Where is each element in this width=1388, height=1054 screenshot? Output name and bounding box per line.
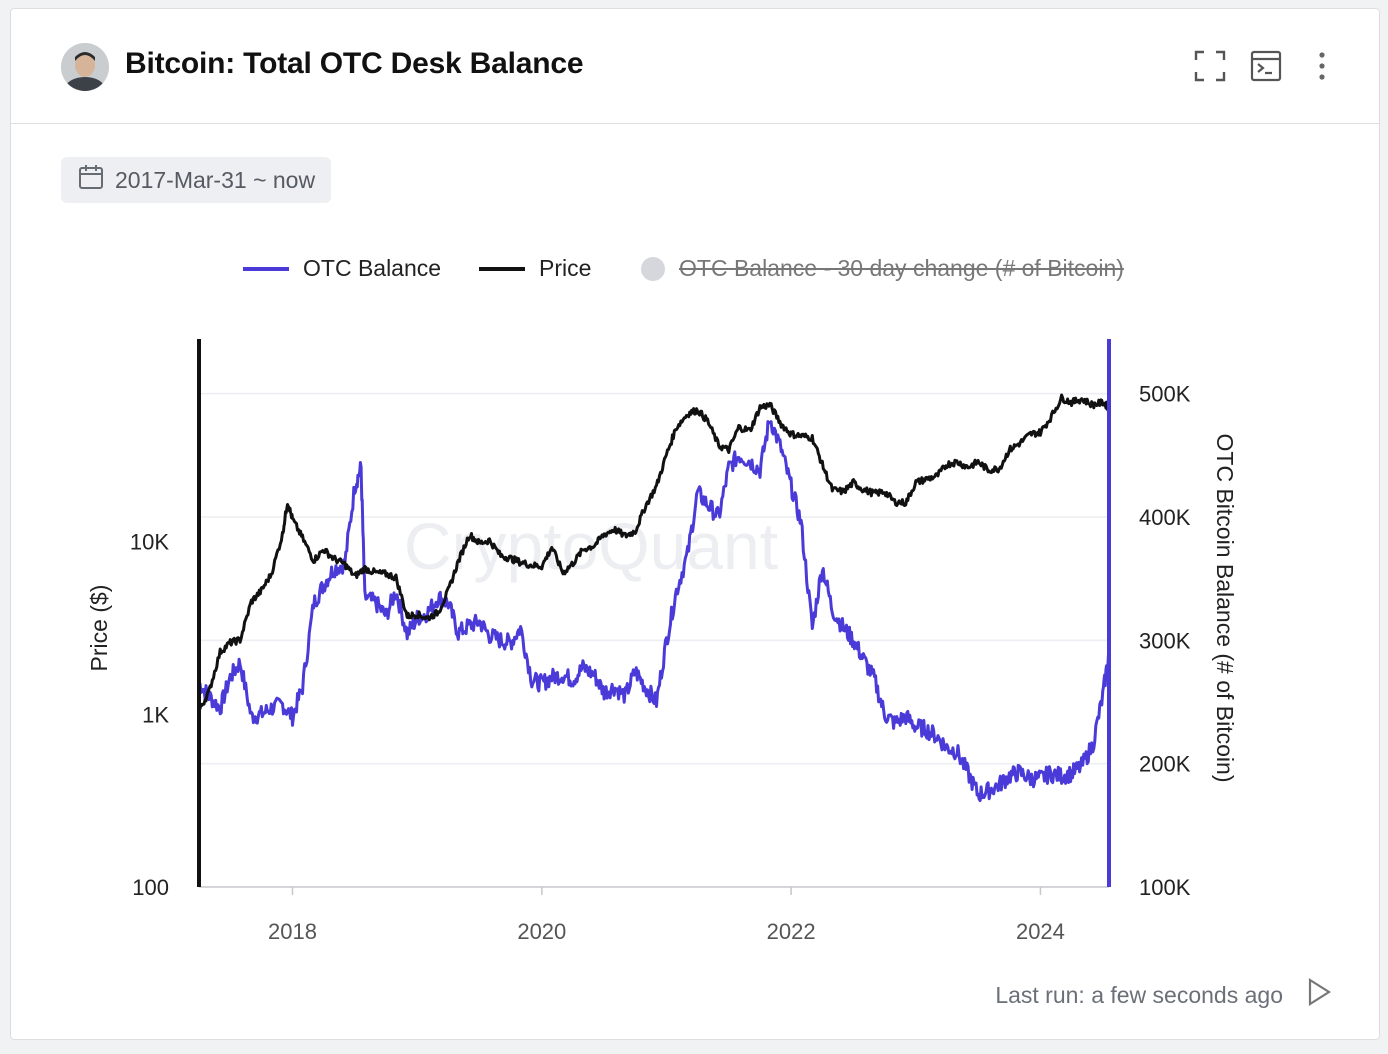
x-axis-tick-label: 2022: [767, 919, 816, 944]
right-axis-tick-label: 300K: [1139, 628, 1191, 653]
fullscreen-icon[interactable]: [1193, 49, 1227, 83]
legend-label-price: Price: [539, 255, 592, 281]
right-axis-tick-label: 100K: [1139, 875, 1191, 900]
more-options-icon[interactable]: [1305, 49, 1339, 83]
page-title: Bitcoin: Total OTC Desk Balance: [125, 47, 584, 80]
right-axis-tick-label: 500K: [1139, 382, 1191, 407]
last-run-text: Last run: a few seconds ago: [995, 981, 1283, 1008]
axes: [197, 339, 1111, 888]
left-axis-tick-label: 10K: [130, 530, 169, 555]
footer: Last run: a few seconds ago: [995, 977, 1333, 1013]
legend-item-price[interactable]: Price: [479, 255, 591, 282]
series-line-price: [197, 393, 1111, 712]
left-axis-tick-label: 100: [132, 875, 169, 900]
left-axis-title: Price ($): [86, 585, 112, 672]
series-line-otc-balance: [198, 420, 1111, 803]
legend-swatch-30day-change: [641, 256, 665, 281]
legend-label-otc-balance: OTC Balance: [303, 255, 442, 281]
card-header: Bitcoin: Total OTC Desk Balance: [11, 9, 1379, 124]
series-group: [197, 393, 1111, 803]
calendar-icon: [77, 163, 105, 197]
date-range-label: 2017-Mar-31 ~ now: [115, 166, 316, 193]
terminal-icon[interactable]: [1249, 49, 1283, 83]
right-axis-tick-label: 400K: [1139, 505, 1191, 530]
run-query-icon[interactable]: [1305, 977, 1333, 1013]
legend-label-30day-change: OTC Balance - 30 day change (# of Bitcoi…: [679, 255, 1124, 281]
x-axis-tick-label: 2018: [268, 919, 317, 944]
date-range-selector[interactable]: 2017-Mar-31 ~ now: [61, 157, 332, 203]
chart-area: CryptoQuant 100K200K300K400K500K1001K10K…: [86, 339, 1238, 944]
legend-swatch-price: [479, 266, 525, 271]
axis-ticks: 100K 200K 300K 400K 500K 100 1K 10K 2018 2020 2022…: [86, 382, 1238, 944]
left-axis-tick-label: 1K: [142, 702, 169, 727]
author-avatar[interactable]: [61, 43, 109, 91]
right-axis-tick-label: 200K: [1139, 752, 1191, 777]
legend-item-30day-change[interactable]: OTC Balance - 30 day change (# of Bitcoi…: [641, 255, 1124, 282]
right-axis-title: OTC Bitcoin Balance (# of Bitcoin): [1212, 434, 1238, 783]
chart-legend: OTC Balance Price OTC Balance - 30 day c…: [11, 255, 1379, 287]
chart-card: Bitcoin: Total OTC Desk Balance 2017-M: [10, 8, 1380, 1040]
x-axis-tick-label: 2020: [517, 919, 566, 944]
x-axis-tick-label: 2024: [1016, 919, 1065, 944]
legend-swatch-otc-balance: [243, 266, 289, 271]
legend-item-otc-balance[interactable]: OTC Balance: [243, 255, 441, 282]
